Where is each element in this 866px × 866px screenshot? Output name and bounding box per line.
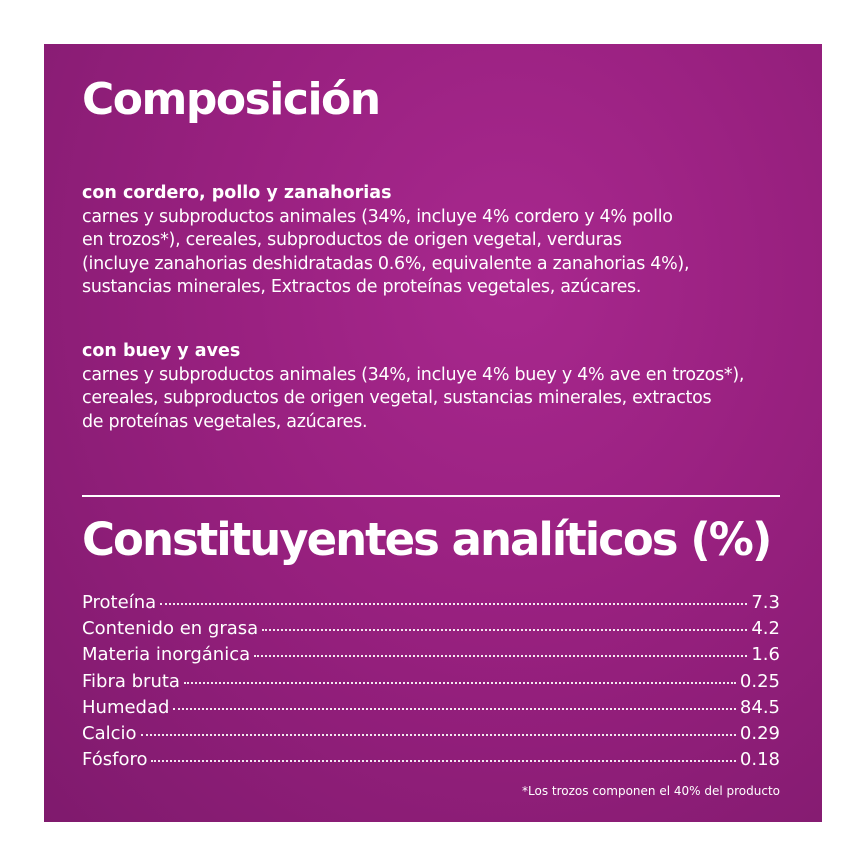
composition-title: Composición: [82, 74, 381, 125]
dot-leader: [151, 760, 736, 763]
analytical-table: Proteína 7.3 Contenido en grasa 4.2 Mate…: [82, 590, 780, 773]
variant-heading: con cordero, pollo y zanahorias: [82, 183, 392, 203]
row-label: Humedad: [82, 696, 170, 718]
dot-leader: [254, 655, 748, 658]
variant-heading: con buey y aves: [82, 341, 241, 361]
row-value: 0.25: [739, 670, 780, 692]
analytical-row-phosphorus: Fósforo 0.18: [82, 747, 780, 773]
row-label: Fibra bruta: [82, 670, 180, 692]
variant-text-line: de proteínas vegetales, azúcares.: [82, 411, 368, 432]
analytical-title: Constituyentes analíticos (%): [82, 513, 772, 566]
row-value: 84.5: [739, 696, 780, 718]
variant-text-line: sustancias minerales, Extractos de prote…: [82, 277, 642, 297]
row-value: 0.18: [739, 749, 780, 771]
row-value: 7.3: [751, 592, 780, 613]
variant-text-line: cereales, subproductos de origen vegetal…: [82, 388, 712, 408]
section-divider: [82, 495, 780, 497]
row-label: Fósforo: [82, 749, 148, 771]
dot-leader: [173, 707, 736, 710]
analytical-row-ash: Materia inorgánica 1.6: [82, 642, 780, 668]
row-label: Proteína: [82, 592, 157, 613]
dot-leader: [160, 603, 748, 605]
analytical-row-fat: Contenido en grasa 4.2: [82, 616, 780, 642]
composition-panel: Composición con cordero, pollo y zanahor…: [44, 44, 822, 822]
analytical-row-protein: Proteína 7.3: [82, 590, 780, 616]
variant-text-line: en trozos*), cereales, subproductos de o…: [82, 230, 622, 250]
dot-leader: [140, 733, 736, 736]
row-label: Materia inorgánica: [82, 644, 251, 666]
row-value: 1.6: [751, 644, 780, 666]
footnote: *Los trozos componen el 40% del producto: [522, 784, 780, 798]
dot-leader: [183, 681, 736, 684]
variant-text-line: carnes y subproductos animales (34%, inc…: [82, 206, 673, 227]
variant-beef-poultry: con buey y aves carnes y subproductos an…: [82, 340, 802, 434]
variant-lamb-chicken-carrot: con cordero, pollo y zanahorias carnes y…: [82, 182, 802, 300]
row-value: 4.2: [751, 618, 780, 640]
dot-leader: [262, 629, 748, 632]
analytical-row-fibre: Fibra bruta 0.25: [82, 669, 780, 695]
row-label: Calcio: [82, 722, 137, 744]
analytical-row-calcium: Calcio 0.29: [82, 721, 780, 747]
row-value: 0.29: [739, 722, 780, 744]
analytical-row-moisture: Humedad 84.5: [82, 695, 780, 721]
variant-text-line: carnes y subproductos animales (34%, inc…: [82, 364, 745, 385]
variant-text-line: (incluye zanahorias deshidratadas 0.6%, …: [82, 253, 690, 274]
row-label: Contenido en grasa: [82, 618, 259, 640]
